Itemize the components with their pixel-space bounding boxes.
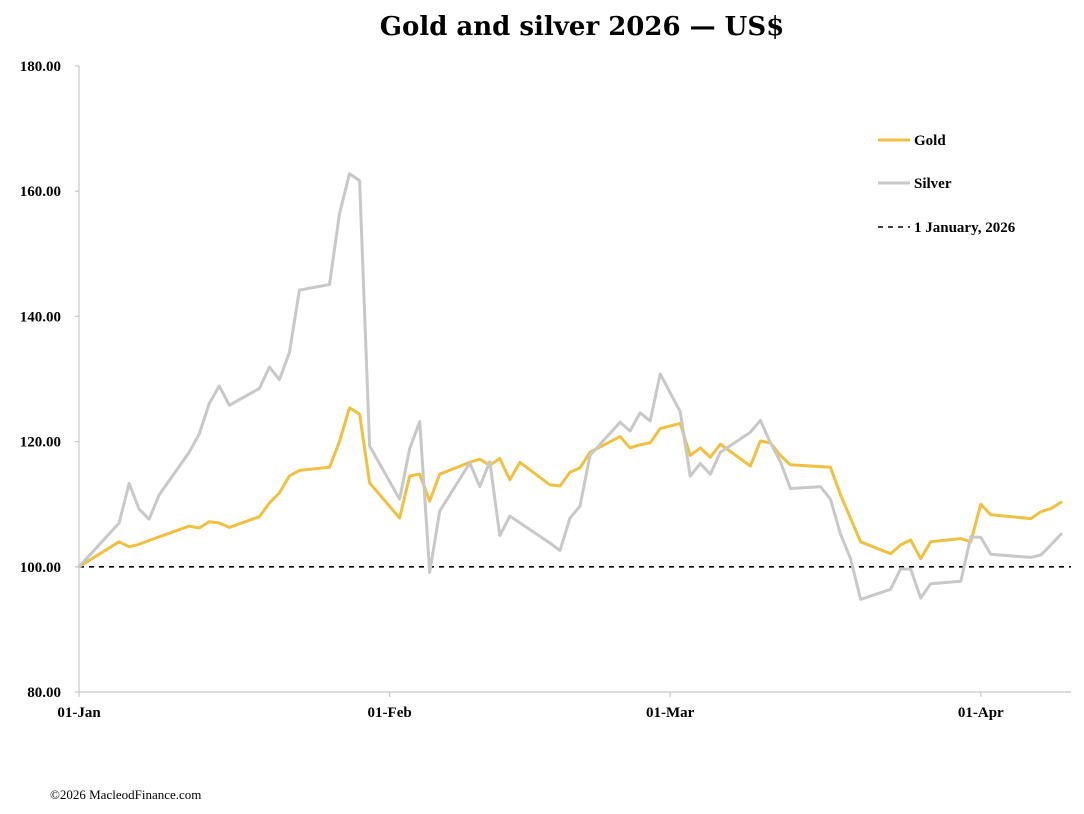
chart-title: Gold and silver 2026 — US$ xyxy=(380,12,784,42)
x-tick-label: 01-Apr xyxy=(958,705,1004,721)
plot-area: 80.00 100.00 120.00 140.00 160.00 180.00 01-J… xyxy=(20,59,1071,721)
footer-copyright: ©2026 MacleodFinance.com xyxy=(50,787,201,802)
legend-label-silver: Silver xyxy=(914,176,952,192)
legend-label-reference: 1 January, 2026 xyxy=(914,220,1016,236)
legend: Gold Silver 1 January, 2026 xyxy=(878,133,1016,236)
y-tick-label: 180.00 xyxy=(20,59,61,75)
y-tick-label: 140.00 xyxy=(20,309,61,325)
legend-label-gold: Gold xyxy=(914,133,946,149)
x-tick-label: 01-Mar xyxy=(646,705,695,721)
series-line-gold xyxy=(77,406,1063,569)
y-tick-label: 120.00 xyxy=(20,435,61,451)
y-ticks: 80.00 100.00 120.00 140.00 160.00 180.00 xyxy=(20,59,79,701)
y-tick-label: 100.00 xyxy=(20,560,61,576)
legend-item-silver: Silver xyxy=(878,176,952,192)
series-lines xyxy=(77,172,1063,601)
series-line-silver xyxy=(77,172,1063,601)
x-ticks: 01-Jan 01-Feb 01-Mar 01-Apr xyxy=(57,692,1004,721)
x-tick-label: 01-Feb xyxy=(368,705,412,721)
x-tick-label: 01-Jan xyxy=(57,705,101,721)
legend-item-gold: Gold xyxy=(878,133,946,149)
y-tick-label: 160.00 xyxy=(20,184,61,200)
y-tick-label: 80.00 xyxy=(27,685,61,701)
legend-item-reference: 1 January, 2026 xyxy=(878,220,1016,236)
